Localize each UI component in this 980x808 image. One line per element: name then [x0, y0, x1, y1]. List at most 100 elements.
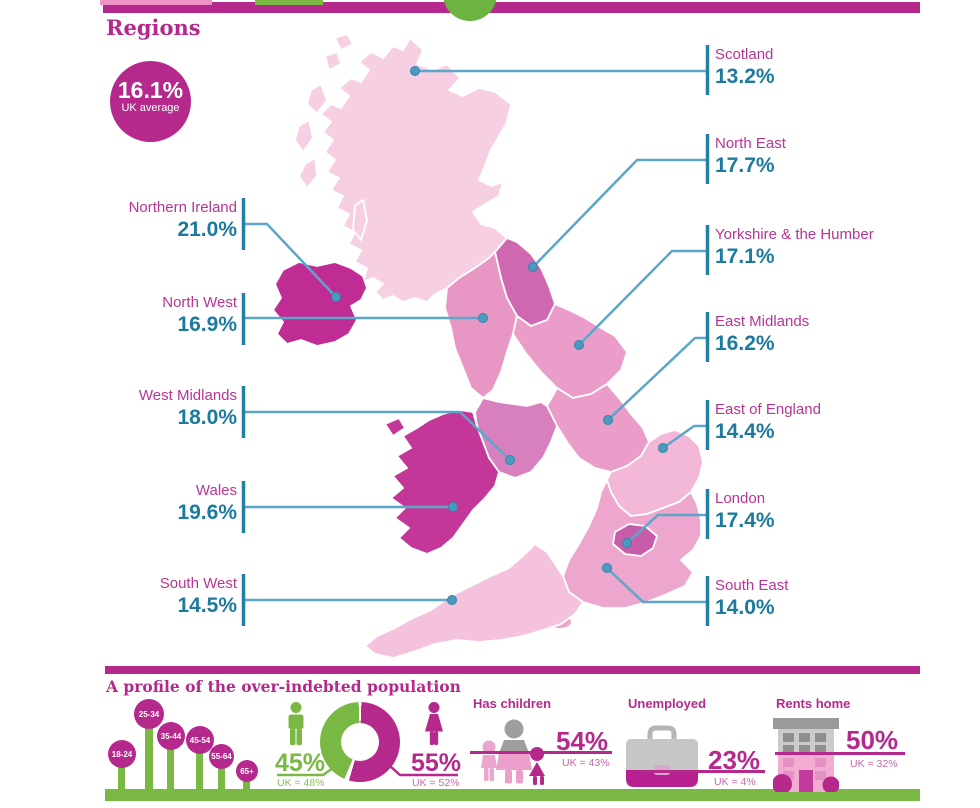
map-anglesey [384, 417, 406, 437]
male-uk-comparison: UK = 48% [277, 777, 325, 789]
age-stem [243, 771, 250, 795]
map-region-wales [390, 409, 500, 555]
male-percentage: 45% [275, 749, 326, 777]
map-dot-wales [448, 502, 458, 512]
region-value: 13.2% [715, 65, 775, 88]
briefcase-icon [626, 725, 698, 787]
stat-line-unemployed [640, 770, 765, 773]
uk-average-badge: 16.1% UK average [110, 61, 191, 142]
map-region-london [612, 523, 658, 557]
age-bubble-65plus: 65+ [236, 760, 258, 782]
age-stem [145, 714, 153, 795]
top-strip-fragment-pink [100, 0, 212, 5]
building-icon [773, 718, 839, 792]
profile-baseline-bar [105, 789, 920, 801]
stat-value-rents-home: 50% [846, 725, 899, 755]
map-dot-west-midlands [505, 455, 515, 465]
region-value: 14.0% [715, 596, 775, 619]
map-dot-east-of-england [658, 443, 668, 453]
region-name: London [715, 490, 766, 507]
stat-line-rents-home [775, 752, 905, 755]
age-bubble-45-54: 45-54 [186, 726, 214, 754]
region-label-wales: Wales 19.6% [37, 481, 237, 526]
stat-label-has-children: Has children [473, 696, 552, 711]
map-region-south-west [364, 543, 584, 659]
region-name: South West [159, 575, 237, 592]
age-stem [167, 736, 174, 795]
map-region-yorkshire [512, 303, 628, 399]
stat-uk-unemployed: UK = 4% [714, 776, 756, 788]
region-name: North East [715, 135, 786, 152]
stat-uk-has-children: UK = 43% [562, 757, 610, 769]
region-value: 16.9% [177, 313, 237, 336]
male-icon [288, 702, 304, 745]
map-scotland-islands [294, 33, 368, 241]
age-stem [218, 757, 225, 795]
donut-hole [341, 723, 379, 761]
region-label-yorkshire: Yorkshire & the Humber 17.1% [715, 225, 955, 270]
map-dot-south-west [447, 595, 457, 605]
stat-label-unemployed: Unemployed [628, 696, 707, 711]
female-icon [425, 702, 443, 745]
region-label-north-west: North West 16.9% [37, 293, 237, 338]
region-value: 18.0% [177, 406, 237, 429]
region-name: East Midlands [715, 313, 810, 330]
region-label-scotland: Scotland 13.2% [715, 45, 955, 90]
region-name: West Midlands [138, 387, 237, 404]
region-label-east-of-england: East of England 14.4% [715, 400, 955, 445]
top-divider-bar [103, 2, 920, 13]
regions-title: Regions [106, 15, 201, 40]
callout-brackets [241, 45, 710, 626]
map-dot-east-midlands [603, 415, 613, 425]
map-dots [331, 66, 668, 605]
region-label-northern-ireland: Northern Ireland 21.0% [37, 198, 237, 243]
region-name: Yorkshire & the Humber [715, 226, 874, 243]
region-value: 16.2% [715, 332, 775, 355]
profile-title: A profile of the over-indebted populatio… [106, 677, 461, 696]
map-dot-london [622, 538, 632, 548]
age-bubble-35-44: 35-44 [157, 722, 185, 750]
region-value: 14.4% [715, 420, 775, 443]
gender-donut-chart [320, 702, 400, 782]
profile-divider-bar [105, 666, 920, 674]
region-name: Wales [195, 482, 237, 499]
top-strip-fragment-green [255, 0, 323, 5]
region-name: East of England [715, 401, 821, 418]
map-dot-north-east [528, 262, 538, 272]
map-dot-northern-ireland [331, 292, 341, 302]
map-dot-yorkshire [574, 340, 584, 350]
map-dot-north-west [478, 313, 488, 323]
region-value: 17.4% [715, 509, 775, 532]
region-value: 17.1% [715, 245, 775, 268]
stat-line-has-children [470, 751, 612, 754]
age-bubble-25-34: 25-34 [134, 699, 164, 729]
top-strip-fragment-circle [443, 0, 497, 21]
family-icon [481, 719, 545, 785]
stat-uk-rents-home: UK = 32% [850, 758, 898, 770]
callout-lines [245, 69, 707, 604]
map-dot-south-east [602, 563, 612, 573]
age-bubble-18-24: 18-24 [108, 740, 136, 768]
region-label-london: London 17.4% [715, 489, 955, 534]
region-label-south-west: South West 14.5% [37, 574, 237, 619]
map-region-northern-ireland [272, 261, 368, 347]
age-stem [118, 754, 125, 795]
region-label-east-midlands: East Midlands 16.2% [715, 312, 955, 357]
map-region-scotland [320, 37, 518, 303]
uk-average-label: UK average [121, 102, 180, 114]
region-value: 14.5% [177, 594, 237, 617]
age-bubble-55-64: 55-64 [209, 744, 234, 769]
region-label-north-east: North East 17.7% [715, 134, 955, 179]
age-stem [196, 740, 203, 795]
uk-average-value: 16.1% [117, 77, 184, 103]
female-percentage: 55% [411, 749, 462, 777]
region-name: South East [715, 577, 789, 594]
region-name: Scotland [715, 46, 774, 63]
region-label-west-midlands: West Midlands 18.0% [37, 386, 237, 431]
map-dot-scotland [410, 66, 420, 76]
region-value: 21.0% [177, 218, 237, 241]
region-name: Northern Ireland [128, 199, 237, 216]
region-name: North West [162, 294, 237, 311]
